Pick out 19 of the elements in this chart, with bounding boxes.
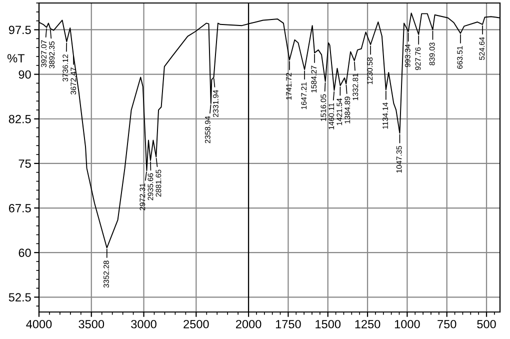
y-tick-label: 97.5 [8, 26, 31, 34]
x-tick-label: 2000 [236, 320, 262, 328]
x-tick-label: 1500 [316, 320, 341, 328]
y-tick-label: 90 [18, 70, 31, 79]
y-tick-label: 67.5 [8, 204, 31, 212]
x-tick-label: 500 [477, 320, 496, 328]
x-tick-label: 3000 [131, 320, 156, 328]
x-tick-label: 4000 [26, 320, 52, 328]
x-tick-label: 2500 [184, 320, 209, 328]
x-tick-label: 1250 [355, 320, 380, 328]
x-tick-label: 750 [438, 320, 456, 328]
y-tick-label: 60 [18, 248, 31, 257]
x-tick-label: 1750 [276, 320, 301, 328]
y-tick-label: 75 [18, 160, 31, 168]
y-tick-label: 52.5 [8, 293, 31, 302]
x-tick-label: 3500 [78, 320, 104, 328]
x-tick-label: 1000 [394, 320, 420, 328]
y-tick-label: 82.5 [8, 114, 31, 124]
y-axis-title: %T [8, 54, 25, 62]
